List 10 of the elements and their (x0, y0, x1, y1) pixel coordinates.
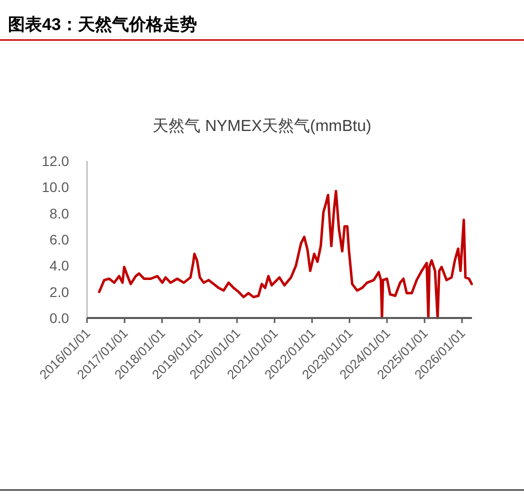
y-tick-label: 10.0 (42, 179, 70, 196)
y-tick-label: 4.0 (50, 258, 70, 274)
y-tick-label: 6.0 (50, 232, 70, 248)
chart-subtitle: 天然气 NYMEX天然气(mmBtu) (152, 118, 372, 135)
chart-title: 图表43：天然气价格走势 (8, 15, 197, 34)
y-tick-label: 8.0 (50, 205, 70, 222)
y-tick-label: 2.0 (50, 284, 70, 300)
y-tick-label: 12.0 (42, 153, 70, 169)
line-series (98, 190, 473, 320)
y-tick-label: 0.0 (50, 310, 70, 326)
